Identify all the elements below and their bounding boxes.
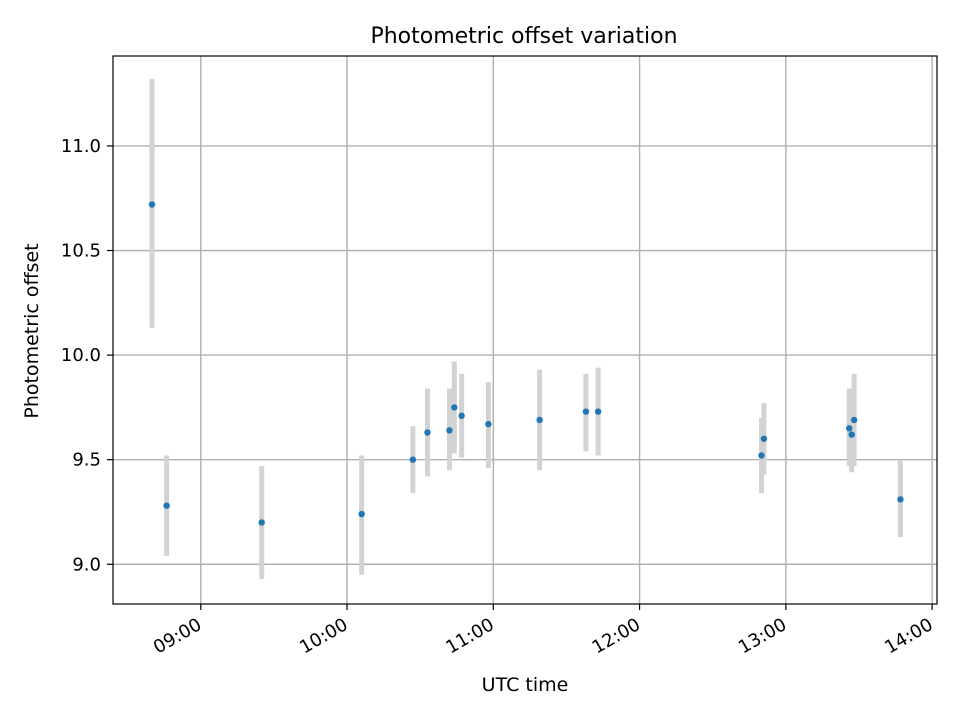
y-tick-label: 9.5 [72, 450, 101, 471]
data-point [850, 416, 858, 424]
data-points [148, 201, 904, 526]
y-tick-label: 10.0 [61, 345, 101, 366]
data-point [536, 416, 543, 424]
data-point [582, 408, 590, 415]
data-point [897, 496, 904, 503]
data-point [446, 427, 453, 434]
data-point [485, 420, 492, 428]
data-point [758, 452, 765, 459]
data-point [594, 408, 602, 415]
data-point [848, 431, 855, 438]
data-point [358, 510, 365, 518]
chart-title: Photometric offset variation [370, 24, 677, 49]
data-point [451, 404, 458, 411]
data-point [258, 519, 265, 526]
y-tick-label: 9.0 [72, 554, 101, 575]
grid [113, 56, 937, 604]
data-point [424, 429, 431, 436]
y-tick-label: 10.5 [61, 241, 101, 262]
data-point [163, 502, 170, 509]
y-axis-ticks: 9.0 9.5 10.0 10.5 11.0 [61, 136, 113, 575]
y-tick-label: 11.0 [61, 136, 101, 157]
data-point [409, 456, 417, 463]
data-point [458, 412, 465, 419]
data-point [760, 435, 768, 442]
data-point [846, 425, 853, 432]
data-point [148, 201, 156, 208]
x-axis-label: UTC time [482, 674, 569, 696]
y-axis-label: Photometric offset [21, 243, 43, 418]
plot-frame [112, 55, 938, 605]
